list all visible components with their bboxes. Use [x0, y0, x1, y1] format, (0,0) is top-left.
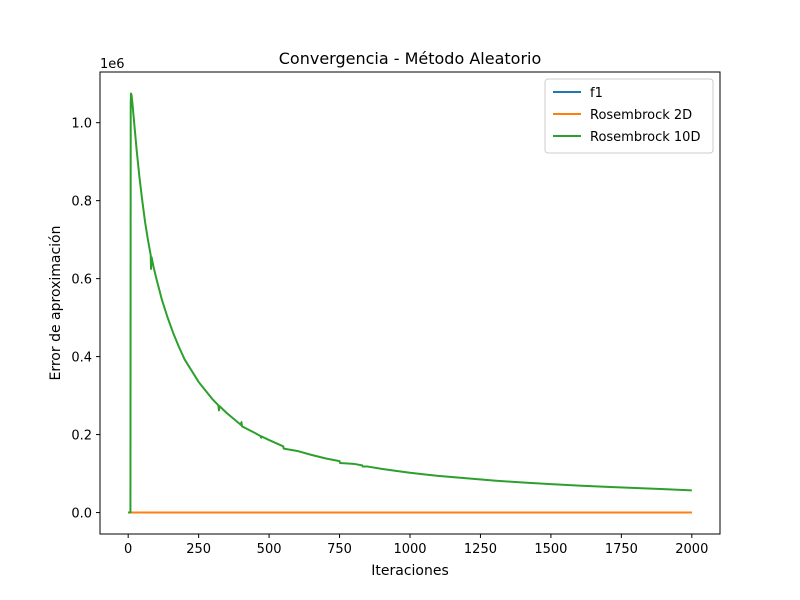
y-offset-label: 1e6: [100, 57, 125, 72]
x-tick-label: 2000: [675, 542, 708, 557]
y-axis-label: Error de aproximación: [48, 226, 64, 381]
legend-label: f1: [590, 86, 603, 101]
x-tick-label: 1500: [534, 542, 567, 557]
x-tick-label: 1000: [393, 542, 426, 557]
y-tick-label: 0.0: [71, 507, 92, 522]
y-tick-label: 0.6: [71, 273, 92, 288]
x-tick-label: 1750: [605, 542, 638, 557]
y-tick-label: 0.4: [71, 351, 92, 366]
legend-box: [544, 78, 714, 154]
x-tick-label: 0: [124, 542, 132, 557]
y-tick-label: 0.2: [71, 429, 92, 444]
y-tick-label: 0.8: [71, 195, 92, 210]
x-axis: 0 250 500 750 1000 1250 1500 1750 2000: [124, 534, 708, 557]
x-tick-label: 1250: [464, 542, 497, 557]
x-axis-label: Iteraciones: [371, 563, 449, 579]
x-tick-label: 250: [186, 542, 211, 557]
x-tick-label: 750: [327, 542, 352, 557]
legend-label: Rosembrock 10D: [590, 130, 700, 145]
x-tick-label: 500: [257, 542, 282, 557]
y-tick-label: 1.0: [71, 117, 92, 132]
series-line-2: [128, 92, 692, 514]
plot-area: [128, 92, 692, 514]
legend-label: Rosembrock 2D: [590, 108, 692, 123]
legend: f1 Rosembrock 2D Rosembrock 10D: [544, 78, 714, 154]
y-axis: 0.0 0.2 0.4 0.6 0.8 1.0: [71, 117, 100, 522]
chart-title: Convergencia - Método Aleatorio: [279, 49, 542, 68]
